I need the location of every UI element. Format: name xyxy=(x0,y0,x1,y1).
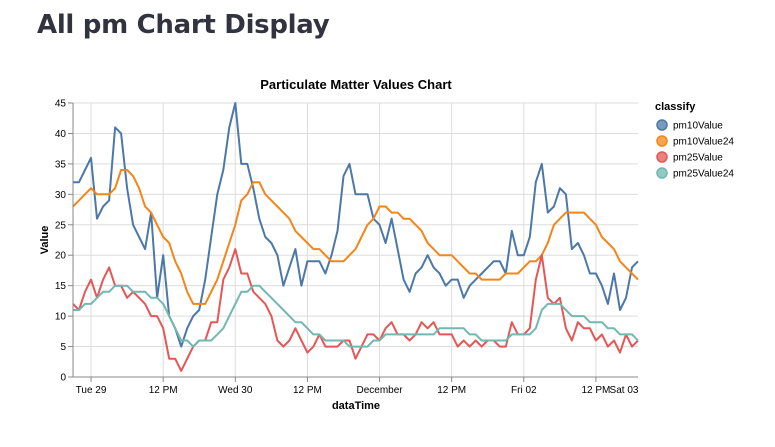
plot-area xyxy=(72,102,639,372)
y-tick-label: 25 xyxy=(55,220,67,231)
series-line-pm10Value24 xyxy=(72,169,639,305)
y-tick-label: 0 xyxy=(60,373,66,384)
series-line-pm10Value xyxy=(73,102,639,348)
chart-title: Particulate Matter Values Chart xyxy=(260,77,452,92)
x-tick-label: Fri 02 xyxy=(511,385,537,396)
y-tick-label: 35 xyxy=(55,159,67,170)
y-tick-label: 5 xyxy=(60,342,66,353)
y-tick-label: 20 xyxy=(55,251,67,262)
y-axis-title: Value xyxy=(39,226,51,255)
legend-label-pm25Value24: pm25Value24 xyxy=(673,169,734,180)
y-tick-label: 45 xyxy=(55,99,67,110)
legend: classify pm10Value pm10Value24 pm25Value pm… xyxy=(655,101,734,180)
legend-swatch-pm10Value xyxy=(656,119,668,131)
legend-label-pm25Value: pm25Value xyxy=(673,153,723,164)
y-tick-label: 40 xyxy=(55,129,67,140)
y-tick-label: 15 xyxy=(55,281,67,292)
grid-lines xyxy=(73,102,638,378)
x-axis-title: dataTime xyxy=(332,400,380,412)
series-line-pm25Value24 xyxy=(73,284,639,348)
legend-label-pm10Value24: pm10Value24 xyxy=(673,137,734,148)
legend-label-pm10Value: pm10Value xyxy=(673,121,723,132)
y-tick-label: 10 xyxy=(55,312,67,323)
page-title: All pm Chart Display xyxy=(37,10,330,40)
legend-swatch-pm10Value24 xyxy=(656,135,668,147)
legend-swatch-pm25Value xyxy=(656,151,668,163)
legend-title: classify xyxy=(655,101,696,113)
axes: 0 5 10 15 20 25 30 35 40 45 Tue 29 12 PM Wed 30 12 PM… xyxy=(55,99,639,397)
x-tick-label: Tue 29 xyxy=(76,385,107,396)
x-tick-label: 12 PM xyxy=(437,385,466,396)
x-tick-label: 12 PM xyxy=(149,385,178,396)
x-tick-label: Wed 30 xyxy=(218,385,253,396)
series-line-pm25Value xyxy=(72,248,639,372)
x-tick-label: Sat 03 xyxy=(610,385,639,396)
x-tick-label: December xyxy=(356,385,403,396)
x-tick-label: 12 PM xyxy=(581,385,610,396)
x-tick-label: 12 PM xyxy=(293,385,322,396)
legend-swatch-pm25Value24 xyxy=(656,167,668,179)
y-tick-label: 30 xyxy=(55,190,67,201)
